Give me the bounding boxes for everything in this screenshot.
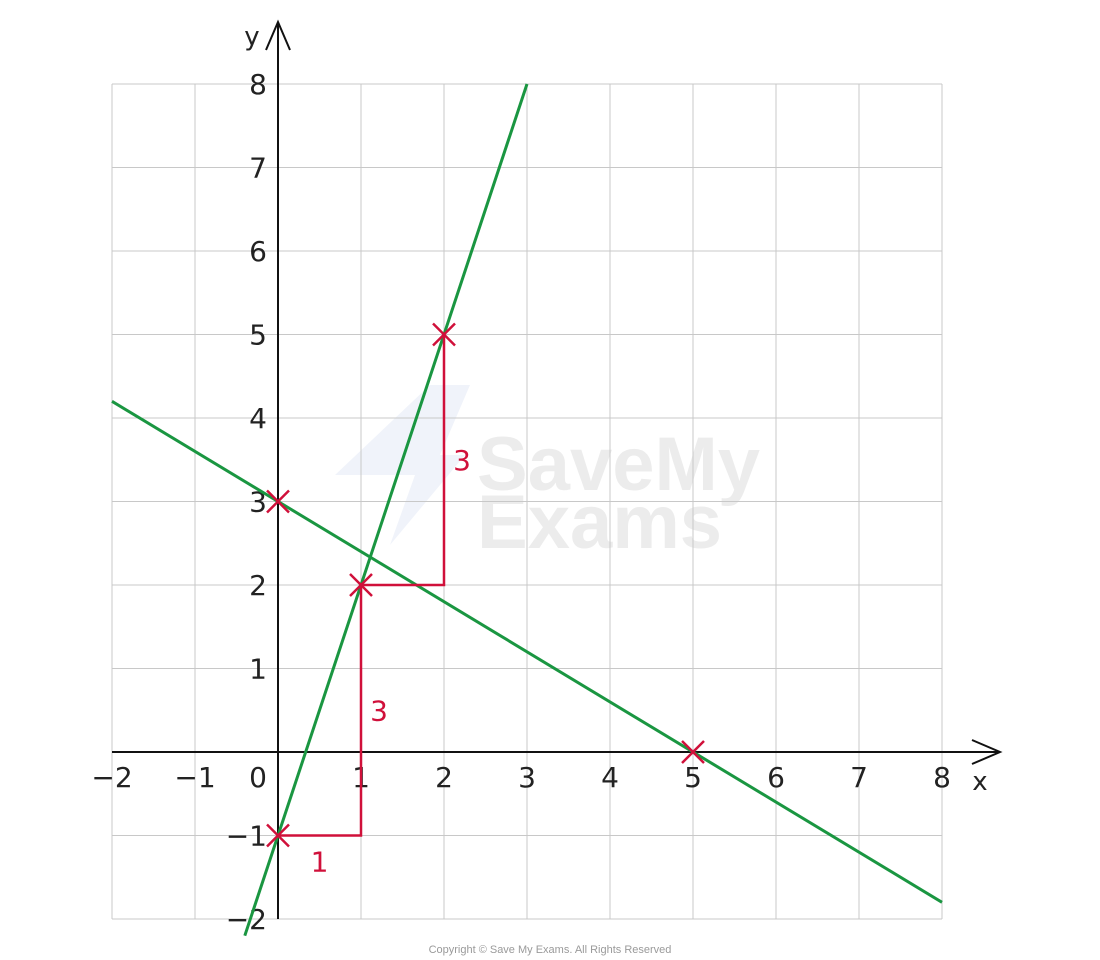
- x-tick-label: −2: [91, 761, 132, 794]
- x-tick-label: 2: [435, 761, 453, 794]
- x-tick-label: 3: [518, 761, 536, 794]
- cross-icon: [349, 573, 373, 597]
- x-tick-label: 6: [767, 761, 785, 794]
- x-tick-label: 7: [850, 761, 868, 794]
- y-axis-arrow-icon: [265, 19, 291, 51]
- gradient-steps: 1 3 3: [278, 334, 471, 879]
- x-axis-label: x: [972, 767, 987, 797]
- run-label: 1: [311, 846, 329, 879]
- rise-label: 3: [370, 694, 388, 727]
- cross-icon: [681, 740, 705, 764]
- y-tick-label: 6: [249, 235, 267, 268]
- y-tick-label: −1: [226, 820, 267, 853]
- cross-icon: [266, 489, 290, 514]
- x-tick-label: −1: [174, 761, 215, 794]
- point-marker: [266, 489, 290, 514]
- y-axis-label: y: [244, 22, 259, 52]
- point-marker: [266, 823, 290, 848]
- point-marker: [681, 740, 705, 764]
- y-tick-label: 7: [249, 152, 267, 185]
- watermark-line-2: Exams: [477, 480, 722, 565]
- y-tick-label: 5: [249, 319, 267, 352]
- x-tick-label: 5: [684, 761, 702, 794]
- rise-label: 3: [453, 444, 471, 477]
- axes: [112, 19, 1003, 919]
- watermark-line-1: SaveMy: [477, 422, 760, 507]
- y-tick-label: 8: [249, 68, 267, 101]
- series-lines: [111, 83, 943, 937]
- gradient-step-2: [361, 334, 446, 587]
- y-tick-label: 2: [249, 569, 267, 602]
- cross-icon: [266, 823, 290, 848]
- watermark: SaveMy Exams: [335, 385, 760, 565]
- x-tick-label: 8: [933, 761, 951, 794]
- y-tick-label: 4: [249, 402, 267, 435]
- series-line-2: [111, 400, 943, 904]
- x-tick-label: 0: [249, 761, 267, 794]
- watermark-logo-icon: [335, 385, 470, 545]
- gradient-step-1: [278, 585, 363, 837]
- point-marker: [349, 573, 373, 597]
- x-tick-label: 4: [601, 761, 619, 794]
- y-tick-label: 1: [249, 653, 267, 686]
- point-markers: [266, 322, 705, 848]
- series-line-1: [243, 83, 529, 937]
- x-axis-arrow-icon: [971, 739, 1003, 765]
- copyright-notice: Copyright © Save My Exams. All Rights Re…: [429, 944, 672, 956]
- point-marker: [432, 322, 456, 347]
- cross-icon: [432, 322, 456, 347]
